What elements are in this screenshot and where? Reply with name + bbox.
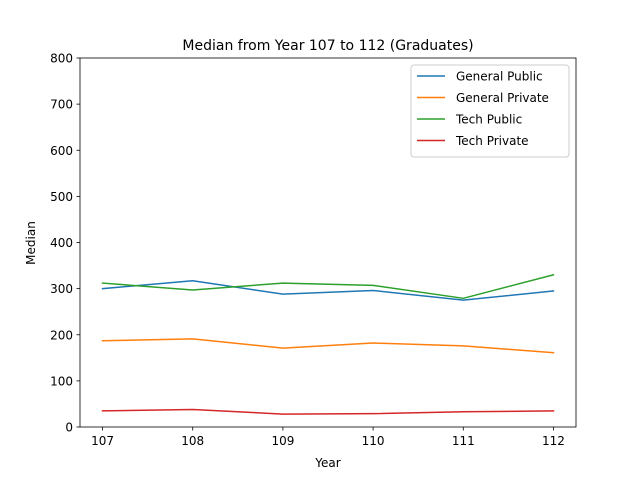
series-layer	[101, 273, 555, 415]
y-tick-label: 500	[50, 190, 73, 204]
y-tick-label: 600	[50, 144, 73, 158]
x-tick-label: 112	[542, 434, 565, 448]
y-tick-label: 200	[50, 328, 73, 342]
y-tick-label: 300	[50, 282, 73, 296]
y-tick-label: 400	[50, 236, 73, 250]
legend-box	[410, 64, 570, 158]
y-axis-label: Median	[24, 221, 38, 265]
series-line-general-public	[101, 280, 555, 301]
y-tick-label: 800	[50, 52, 73, 66]
chart-title: Median from Year 107 to 112 (Graduates)	[182, 38, 473, 54]
x-tick-label: 108	[181, 434, 204, 448]
series-line-general-private	[101, 338, 555, 354]
x-tick-label: 111	[452, 434, 475, 448]
axes-layer: 107 108 109 110 111 112 0 100 200 300 400 500 600 700…	[50, 52, 577, 448]
legend-label-tech-public: Tech Public	[455, 113, 522, 127]
y-tick-label: 0	[65, 421, 73, 435]
series-line-tech-public	[101, 273, 555, 300]
legend-label-general-public: General Public	[456, 70, 543, 84]
legend-label-tech-private: Tech Private	[455, 134, 529, 148]
legend-label-general-private: General Private	[456, 91, 549, 105]
series-line-tech-private	[101, 408, 555, 415]
y-tick-label: 700	[50, 98, 73, 112]
legend: General Public General Private Tech Public…	[410, 64, 570, 158]
y-tick-label: 100	[50, 374, 73, 388]
x-tick-label: 107	[91, 434, 114, 448]
x-tick-label: 110	[362, 434, 385, 448]
x-tick-label: 109	[271, 434, 294, 448]
x-axis-label: Year	[314, 456, 340, 470]
